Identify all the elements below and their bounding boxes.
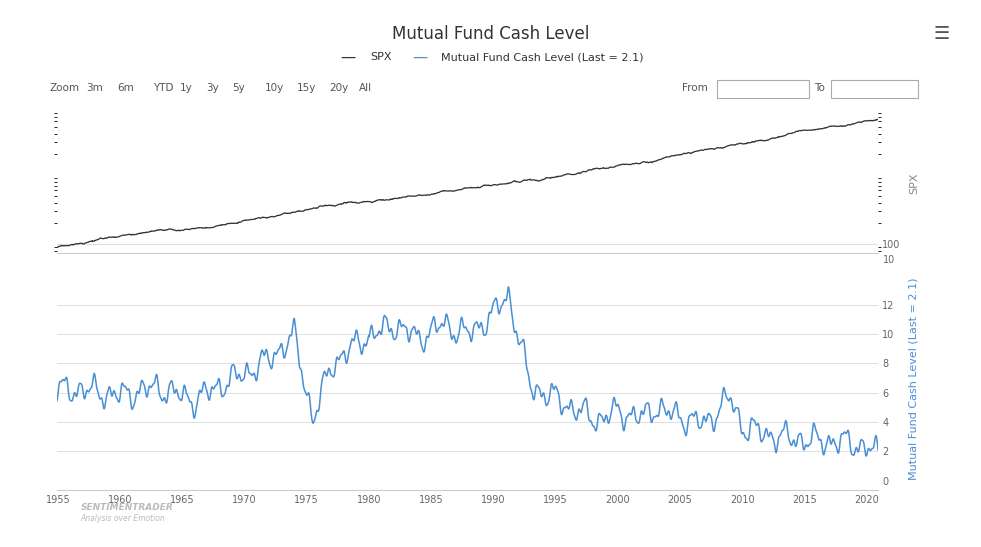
Text: 1y: 1y <box>180 83 192 92</box>
Y-axis label: SPX: SPX <box>908 172 919 194</box>
Text: Analysis over Emotion: Analysis over Emotion <box>80 514 165 523</box>
Text: 20y: 20y <box>330 83 349 92</box>
Text: —: — <box>412 50 428 65</box>
Text: YTD: YTD <box>153 83 174 92</box>
Text: To: To <box>814 83 825 92</box>
FancyBboxPatch shape <box>831 80 918 98</box>
Text: SENTIMENTRADER: SENTIMENTRADER <box>80 503 174 512</box>
Text: 5y: 5y <box>232 83 245 92</box>
Text: SPX: SPX <box>370 53 391 62</box>
Text: ☰: ☰ <box>934 25 950 43</box>
Text: —: — <box>340 50 356 65</box>
Text: Mutual Fund Cash Level (Last = 2.1): Mutual Fund Cash Level (Last = 2.1) <box>441 53 644 62</box>
Y-axis label: Mutual Fund Cash Level (Last = 2.1): Mutual Fund Cash Level (Last = 2.1) <box>908 278 918 480</box>
FancyBboxPatch shape <box>717 80 809 98</box>
Text: 3y: 3y <box>206 83 219 92</box>
Text: 3m: 3m <box>86 83 103 92</box>
Text: Zoom: Zoom <box>49 83 79 92</box>
Text: All: All <box>359 83 372 92</box>
Text: 6m: 6m <box>118 83 134 92</box>
Text: 10y: 10y <box>265 83 284 92</box>
Text: Oct 30, 2020: Oct 30, 2020 <box>843 84 905 94</box>
Text: Nov 30, 1954: Nov 30, 1954 <box>731 84 796 94</box>
Text: From: From <box>682 83 707 92</box>
Text: 15y: 15y <box>297 83 317 92</box>
Text: Mutual Fund Cash Level: Mutual Fund Cash Level <box>391 25 590 43</box>
Text: 10: 10 <box>883 255 895 265</box>
